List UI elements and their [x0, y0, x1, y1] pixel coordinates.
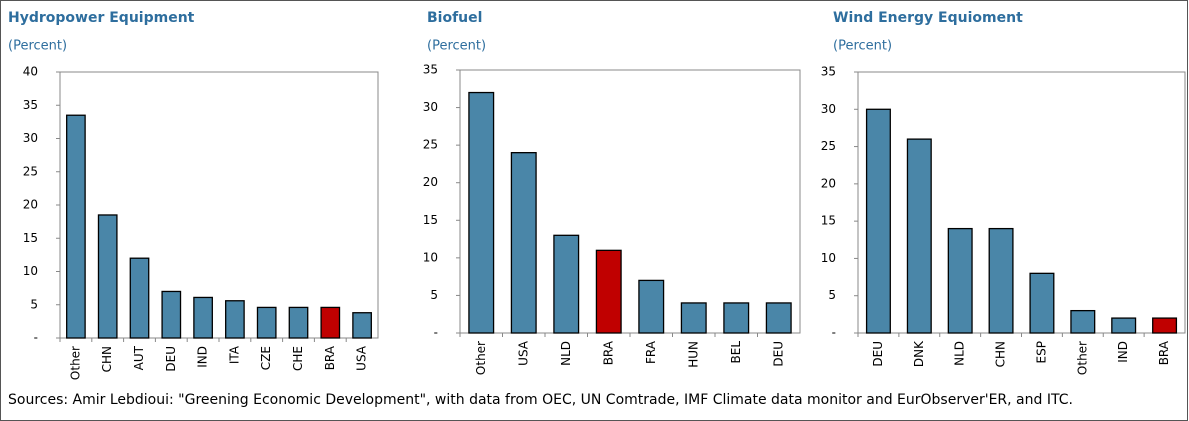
- x-tick-label: CZE: [259, 346, 273, 370]
- y-tick-label: -: [434, 326, 438, 340]
- bar: [765, 302, 792, 334]
- x-tick-label: BRA: [323, 345, 337, 370]
- x-tick-label: CHN: [994, 341, 1008, 367]
- x-tick-label: IND: [1116, 341, 1130, 363]
- bar: [865, 108, 891, 334]
- y-tick-label: 30: [423, 100, 438, 114]
- chart-subtitle: (Percent): [427, 39, 486, 54]
- y-tick-label: -: [832, 326, 836, 340]
- x-tick-label: NLD: [559, 341, 573, 366]
- x-tick-label: Other: [68, 346, 82, 380]
- y-tick-label: 35: [821, 65, 836, 79]
- x-tick-label: FRA: [644, 340, 658, 364]
- x-tick-label: USA: [516, 340, 530, 366]
- bar: [97, 214, 118, 339]
- bar: [320, 306, 341, 339]
- bar: [352, 312, 372, 339]
- bar: [906, 138, 932, 334]
- bar: [1070, 309, 1096, 334]
- y-tick-label: 5: [828, 288, 836, 302]
- x-tick-label: HUN: [686, 341, 700, 368]
- x-tick-label: Other: [474, 341, 488, 375]
- chart-subtitle: (Percent): [8, 39, 67, 54]
- x-tick-label: BRA: [1157, 340, 1171, 365]
- bar: [1029, 272, 1055, 334]
- x-tick-label: CHN: [100, 346, 114, 372]
- chart-title: Hydropower Equipment: [8, 10, 195, 26]
- x-tick-label: BRA: [601, 340, 615, 365]
- y-tick-label: 25: [423, 138, 438, 152]
- x-tick-label: DNK: [912, 340, 926, 367]
- x-tick-label: DEU: [164, 346, 178, 372]
- chart-subtitle: (Percent): [833, 39, 892, 54]
- bar: [553, 234, 580, 334]
- x-tick-label: USA: [355, 345, 369, 371]
- y-tick-label: 5: [30, 297, 38, 311]
- bar: [256, 306, 277, 339]
- bar: [225, 300, 245, 339]
- bar: [947, 227, 973, 334]
- x-tick-label: BEL: [729, 341, 743, 364]
- bar: [638, 279, 665, 334]
- bar: [161, 290, 182, 339]
- x-tick-label: Other: [1075, 341, 1089, 375]
- y-tick-label: 15: [423, 213, 438, 227]
- bar: [193, 296, 213, 339]
- y-tick-label: 25: [821, 139, 836, 153]
- x-tick-label: ITA: [227, 345, 241, 364]
- bar: [988, 227, 1014, 334]
- bar: [680, 302, 707, 334]
- bar: [1152, 317, 1178, 334]
- x-tick-label: DEU: [871, 341, 885, 367]
- bar: [66, 114, 86, 339]
- bar: [468, 91, 495, 334]
- y-tick-label: 20: [23, 198, 38, 212]
- bar: [510, 152, 537, 334]
- x-tick-label: NLD: [953, 341, 967, 366]
- y-tick-label: 25: [23, 164, 38, 178]
- x-tick-label: IND: [196, 346, 210, 368]
- y-tick-label: 10: [23, 264, 38, 278]
- x-tick-label: DEU: [771, 341, 785, 367]
- y-tick-label: 35: [23, 98, 38, 112]
- chart-title: Biofuel: [427, 10, 482, 26]
- y-tick-label: 15: [23, 231, 38, 245]
- y-tick-label: 20: [821, 176, 836, 190]
- y-tick-label: 20: [423, 175, 438, 189]
- y-tick-label: 35: [423, 63, 438, 77]
- y-tick-label: 5: [430, 288, 438, 302]
- bar: [288, 306, 309, 339]
- y-tick-label: -: [34, 331, 38, 345]
- y-tick-label: 40: [23, 65, 38, 79]
- y-tick-label: 15: [821, 214, 836, 228]
- chart-title: Wind Energy Equioment: [833, 10, 1023, 26]
- y-tick-label: 10: [821, 251, 836, 265]
- x-tick-label: CHE: [291, 346, 305, 371]
- y-tick-label: 10: [423, 250, 438, 264]
- x-tick-label: AUT: [132, 345, 146, 370]
- y-tick-label: 30: [821, 102, 836, 116]
- x-tick-label: ESP: [1034, 341, 1048, 363]
- bar: [1111, 317, 1137, 334]
- source-note: Sources: Amir Lebdioui: "Greening Econom…: [8, 392, 1073, 408]
- bar: [129, 257, 150, 339]
- y-tick-label: 30: [23, 131, 38, 145]
- bar: [595, 249, 622, 334]
- bar: [723, 302, 750, 334]
